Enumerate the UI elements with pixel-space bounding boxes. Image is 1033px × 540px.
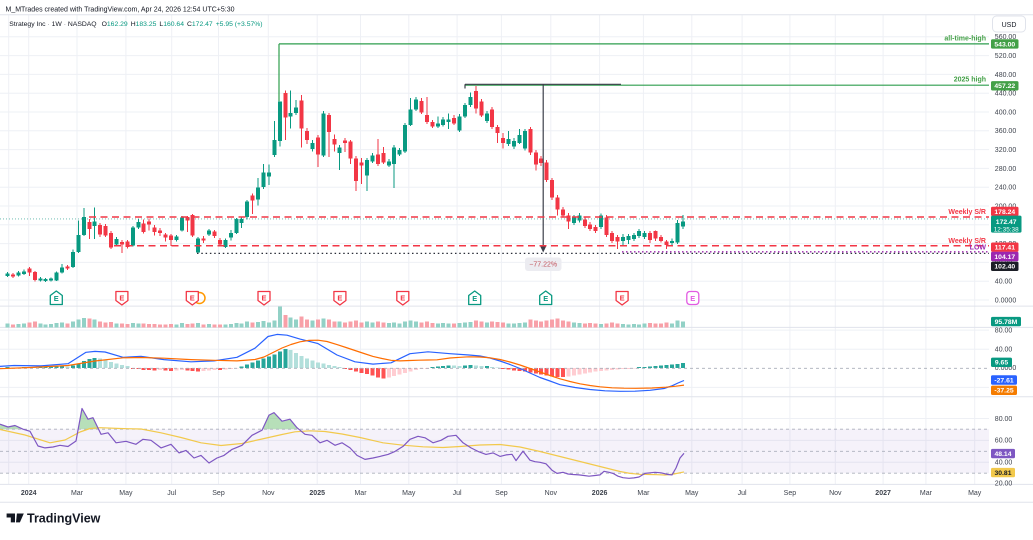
svg-text:Mar: Mar [920,490,933,497]
svg-text:2026: 2026 [592,490,608,497]
svg-text:320.00: 320.00 [995,147,1017,154]
svg-text:30.81: 30.81 [994,470,1011,477]
svg-text:2025: 2025 [309,490,325,497]
svg-text:Nov: Nov [262,490,275,497]
svg-text:Sep: Sep [495,490,508,497]
svg-text:40.00: 40.00 [995,460,1013,467]
svg-text:Jul: Jul [738,490,747,497]
svg-text:E: E [620,294,625,303]
svg-text:-37.25: -37.25 [994,388,1013,395]
svg-text:Weekly S/R: Weekly S/R [948,238,986,245]
svg-text:543.00: 543.00 [994,41,1015,48]
svg-text:−77.22%: −77.22% [529,262,557,269]
svg-text:Sep: Sep [784,490,797,497]
svg-text:E: E [54,294,59,303]
svg-text:2025 high: 2025 high [954,77,986,84]
svg-text:48.14: 48.14 [994,451,1011,458]
svg-text:E: E [400,294,405,303]
svg-text:40.00: 40.00 [995,279,1013,286]
svg-text:104.17: 104.17 [994,254,1015,261]
svg-text:95.78M: 95.78M [995,319,1018,326]
svg-text:May: May [685,490,699,497]
svg-text:2024: 2024 [21,490,37,497]
svg-text:all-time-high: all-time-high [944,35,986,42]
svg-text:May: May [402,490,416,497]
svg-text:12:35:38: 12:35:38 [994,226,1019,233]
svg-text:USD: USD [1002,22,1017,29]
svg-text:0.0000: 0.0000 [995,297,1017,304]
svg-text:E: E [690,294,695,303]
svg-text:E: E [190,294,195,303]
svg-text:80.00: 80.00 [995,416,1013,423]
svg-text:Mar: Mar [637,490,650,497]
svg-text:280.00: 280.00 [995,166,1017,173]
svg-text:TradingView: TradingView [27,512,101,526]
svg-text:172.47: 172.47 [996,219,1017,226]
svg-text:0.0000: 0.0000 [995,365,1017,372]
svg-text:560.00: 560.00 [995,34,1017,41]
svg-text:E: E [472,294,477,303]
svg-text:E: E [543,294,548,303]
svg-text:E: E [119,294,124,303]
svg-text:Sep: Sep [212,490,225,497]
svg-text:M_MTrades created with Trading: M_MTrades created with TradingView.com, … [6,6,235,13]
svg-text:480.00: 480.00 [995,72,1017,79]
svg-text:LOW: LOW [970,245,987,252]
svg-text:520.00: 520.00 [995,53,1017,60]
svg-text:2027: 2027 [875,490,891,497]
svg-text:178.24: 178.24 [994,209,1015,216]
svg-text:May: May [968,490,982,497]
svg-text:May: May [119,490,133,497]
svg-text:E: E [337,294,342,303]
svg-text:80.00: 80.00 [995,328,1013,335]
svg-text:-27.61: -27.61 [994,377,1013,384]
svg-text:102.40: 102.40 [994,264,1015,271]
svg-text:20.00: 20.00 [995,481,1013,488]
svg-text:440.00: 440.00 [995,91,1017,98]
svg-text:117.41: 117.41 [995,245,1016,252]
svg-text:Jul: Jul [453,490,462,497]
svg-text:9.65: 9.65 [995,360,1008,367]
svg-text:Mar: Mar [71,490,84,497]
svg-text:60.00: 60.00 [995,438,1013,445]
svg-text:E: E [261,294,266,303]
svg-text:Weekly S/R: Weekly S/R [948,209,986,216]
svg-text:Jul: Jul [167,490,176,497]
svg-text:Mar: Mar [354,490,367,497]
svg-text:400.00: 400.00 [995,109,1017,116]
svg-text:Nov: Nov [545,490,558,497]
svg-text:360.00: 360.00 [995,128,1017,135]
svg-text:457.22: 457.22 [994,83,1015,90]
svg-text:240.00: 240.00 [995,185,1017,192]
svg-text:Nov: Nov [829,490,842,497]
svg-text:40.00: 40.00 [995,347,1013,354]
